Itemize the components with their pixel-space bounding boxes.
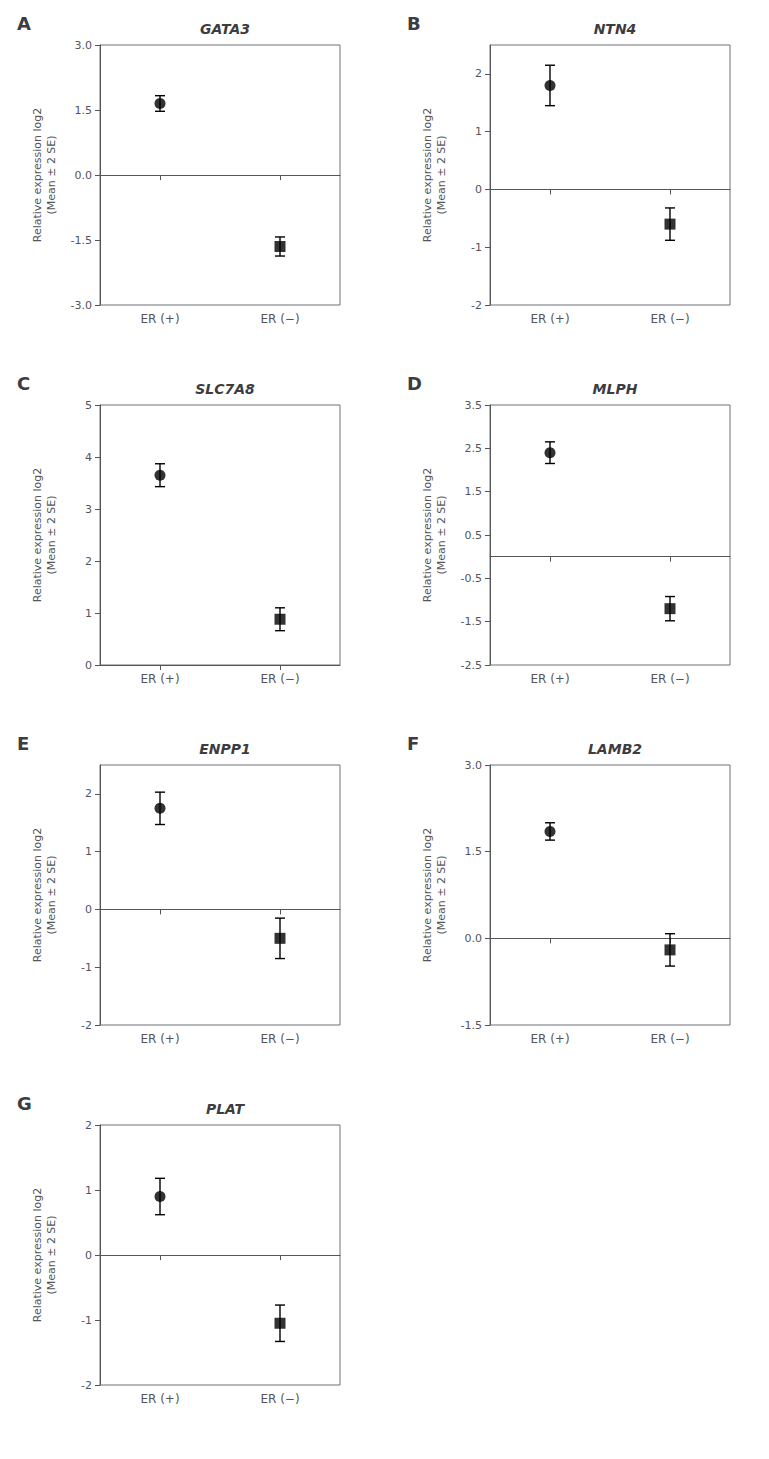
svg-text:1.5: 1.5 [75, 104, 93, 117]
svg-text:ENPP1: ENPP1 [199, 741, 251, 757]
svg-text:2: 2 [85, 555, 92, 568]
svg-text:A: A [17, 13, 31, 34]
svg-text:-2: -2 [81, 1379, 92, 1392]
svg-text:G: G [17, 1093, 32, 1114]
svg-text:-2: -2 [81, 1019, 92, 1032]
svg-text:1.5: 1.5 [465, 485, 483, 498]
svg-text:ER (+): ER (+) [140, 672, 179, 686]
svg-text:1: 1 [85, 607, 92, 620]
svg-text:2: 2 [85, 787, 92, 800]
svg-text:0: 0 [85, 1249, 92, 1262]
svg-text:-1: -1 [81, 1314, 92, 1327]
svg-text:ER (−): ER (−) [650, 672, 689, 686]
svg-text:-2: -2 [471, 299, 482, 312]
svg-text:3.0: 3.0 [465, 759, 483, 772]
svg-text:F: F [407, 733, 419, 754]
svg-text:0.5: 0.5 [465, 529, 483, 542]
svg-text:Relative expression log2: Relative expression log2 [421, 828, 434, 962]
svg-text:3: 3 [85, 503, 92, 516]
svg-text:ER (+): ER (+) [140, 1392, 179, 1406]
svg-text:1: 1 [85, 845, 92, 858]
svg-text:ER (−): ER (−) [260, 1392, 299, 1406]
svg-text:D: D [407, 373, 422, 394]
svg-text:PLAT: PLAT [206, 1101, 246, 1117]
svg-text:ER (−): ER (−) [650, 312, 689, 326]
svg-text:ER (+): ER (+) [530, 1032, 569, 1046]
svg-text:2.5: 2.5 [465, 442, 483, 455]
svg-text:ER (+): ER (+) [140, 312, 179, 326]
svg-text:3.0: 3.0 [75, 39, 93, 52]
svg-text:1: 1 [85, 1184, 92, 1197]
svg-text:-0.5: -0.5 [461, 572, 482, 585]
svg-text:1: 1 [475, 125, 482, 138]
svg-text:(Mean ± 2 SE): (Mean ± 2 SE) [45, 1215, 58, 1294]
svg-text:ER (−): ER (−) [260, 312, 299, 326]
svg-text:LAMB2: LAMB2 [588, 741, 642, 757]
svg-text:C: C [17, 373, 30, 394]
svg-text:NTN4: NTN4 [594, 21, 637, 37]
svg-text:4: 4 [85, 451, 92, 464]
svg-text:-2.5: -2.5 [461, 659, 482, 672]
svg-text:E: E [17, 733, 29, 754]
svg-text:3.5: 3.5 [465, 399, 483, 412]
svg-text:Relative expression log2: Relative expression log2 [31, 108, 44, 242]
svg-text:ER (−): ER (−) [260, 1032, 299, 1046]
svg-text:5: 5 [85, 399, 92, 412]
svg-text:(Mean ± 2 SE): (Mean ± 2 SE) [435, 495, 448, 574]
svg-text:Relative expression log2: Relative expression log2 [31, 1188, 44, 1322]
svg-text:2: 2 [475, 67, 482, 80]
svg-text:ER (+): ER (+) [530, 672, 569, 686]
svg-text:(Mean ± 2 SE): (Mean ± 2 SE) [435, 855, 448, 934]
svg-text:-1: -1 [81, 961, 92, 974]
svg-text:SLC7A8: SLC7A8 [195, 381, 255, 397]
svg-text:1.5: 1.5 [465, 845, 483, 858]
svg-text:-1.5: -1.5 [461, 1019, 482, 1032]
svg-text:(Mean ± 2 SE): (Mean ± 2 SE) [45, 135, 58, 214]
svg-text:ER (−): ER (−) [260, 672, 299, 686]
svg-text:ER (+): ER (+) [530, 312, 569, 326]
svg-text:0: 0 [85, 659, 92, 672]
svg-text:-1: -1 [471, 241, 482, 254]
svg-text:-1.5: -1.5 [461, 615, 482, 628]
svg-text:Relative expression log2: Relative expression log2 [421, 468, 434, 602]
svg-text:0: 0 [85, 903, 92, 916]
svg-text:Relative expression log2: Relative expression log2 [31, 828, 44, 962]
svg-text:ER (+): ER (+) [140, 1032, 179, 1046]
svg-text:Relative expression log2: Relative expression log2 [421, 108, 434, 242]
svg-text:B: B [407, 13, 421, 34]
svg-text:GATA3: GATA3 [200, 21, 250, 37]
svg-text:-3.0: -3.0 [71, 299, 92, 312]
svg-text:Relative expression log2: Relative expression log2 [31, 468, 44, 602]
svg-text:(Mean ± 2 SE): (Mean ± 2 SE) [45, 495, 58, 574]
svg-text:ER (−): ER (−) [650, 1032, 689, 1046]
svg-text:0: 0 [475, 183, 482, 196]
svg-text:(Mean ± 2 SE): (Mean ± 2 SE) [45, 855, 58, 934]
svg-text:0.0: 0.0 [75, 169, 93, 182]
svg-text:2: 2 [85, 1119, 92, 1132]
svg-text:(Mean ± 2 SE): (Mean ± 2 SE) [435, 135, 448, 214]
svg-text:0.0: 0.0 [465, 932, 483, 945]
svg-text:-1.5: -1.5 [71, 234, 92, 247]
svg-text:MLPH: MLPH [593, 381, 638, 397]
